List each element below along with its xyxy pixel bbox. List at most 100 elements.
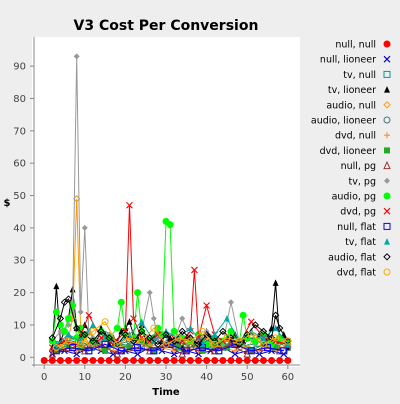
y-tick-label: 80 <box>13 94 26 105</box>
series-dvd-flat-point <box>125 334 133 342</box>
legend-label: dvd, flat <box>337 268 377 279</box>
series-layer <box>40 53 292 365</box>
legend-marker <box>384 238 390 245</box>
legend-marker <box>383 207 391 215</box>
series-audio-flat-point <box>259 327 268 336</box>
series-audio-flat-point <box>154 340 162 349</box>
legend-marker <box>384 132 390 139</box>
series-audio-pg-point <box>239 311 247 319</box>
legend-label: dvd, pg <box>340 207 376 218</box>
series-null-null-point <box>284 357 292 365</box>
legend-marker <box>383 116 391 124</box>
series-tv-pg-point <box>81 224 88 231</box>
legend-item: tv, null <box>343 70 391 81</box>
series-null-null-point <box>227 357 235 365</box>
series-tv-flat-point <box>187 324 194 332</box>
y-tick-label: 10 <box>13 320 26 331</box>
series-null-flat-point <box>150 347 158 355</box>
legend-label: null, lioneer <box>320 55 376 66</box>
legend-item: tv, lioneer <box>328 85 390 96</box>
series-null-null-point <box>162 357 170 365</box>
legend-label: tv, pg <box>349 176 376 187</box>
series-null-flat-point <box>247 347 255 355</box>
series-audio-pg-point <box>52 308 60 316</box>
series-audio-flat-point <box>194 340 203 349</box>
series-tv-flat-point <box>89 321 96 328</box>
series-null-flat-point <box>134 344 142 352</box>
series-dvd-flat-line <box>56 320 288 349</box>
series-audio-pg-point <box>170 327 178 335</box>
legend-item: dvd, flat <box>337 268 391 279</box>
series-audio-pg-point <box>117 298 125 306</box>
series-audio-flat-point <box>219 327 227 336</box>
x-tick-label: 0 <box>41 372 47 383</box>
series-audio-flat-point <box>48 334 57 342</box>
x-tick-label: 50 <box>241 372 254 383</box>
series-tv-pg-point <box>150 315 157 322</box>
series-dvd-flat <box>52 318 292 352</box>
legend-label: null, pg <box>341 161 376 172</box>
series-null-null-point <box>170 357 178 365</box>
series-audio-flat-point <box>89 337 97 345</box>
series-null-null-point <box>65 357 73 365</box>
legend-item: audio, null <box>326 100 391 111</box>
series-audio-flat-point <box>267 334 276 342</box>
legend-label: dvd, lioneer <box>320 146 377 157</box>
legend-marker <box>383 70 391 78</box>
series-null-null-point <box>219 357 227 365</box>
legend-marker <box>383 101 391 109</box>
y-tick-label: 60 <box>13 159 26 170</box>
series-tv-flat-point <box>211 331 218 338</box>
series-null-null-point <box>178 357 186 365</box>
series-null-flat-point <box>117 347 125 355</box>
series-dvd-flat-point <box>199 327 207 335</box>
series-null-null-point <box>194 357 202 365</box>
series-null-null-point <box>268 357 276 365</box>
y-tick-label: 40 <box>13 223 26 234</box>
series-audio-flat-point <box>243 330 251 339</box>
chart-title: V3 Cost Per Conversion <box>74 18 259 34</box>
series-null-null-point <box>97 357 105 365</box>
series-null-null-point <box>40 357 48 365</box>
y-tick-label: 50 <box>13 191 26 202</box>
series-dvd-null-point <box>232 347 239 354</box>
series-dvd-flat-point <box>113 340 121 348</box>
legend-label: null, null <box>335 40 376 51</box>
series-null-flat-point <box>280 347 288 355</box>
series-dvd-flat-point <box>138 337 146 345</box>
series-audio-flat-point <box>137 327 146 336</box>
series-audio-flat-point <box>56 314 65 323</box>
series-null-flat-point <box>182 347 190 355</box>
series-null-null-point <box>243 357 251 365</box>
series-dvd-flat-point <box>259 340 267 348</box>
series-audio-flat-point <box>271 311 280 319</box>
series-tv-lioneer-point <box>272 279 279 286</box>
legend-marker <box>383 55 391 63</box>
series-audio-flat-point <box>81 330 89 339</box>
series-null-null-point <box>251 357 259 365</box>
series-null-flat-point <box>101 340 109 348</box>
series-null-null-point <box>154 357 162 365</box>
series-null-null <box>40 357 292 365</box>
series-null-null-point <box>276 357 284 365</box>
series-null-null-point <box>73 357 81 365</box>
series-null-lioneer-point <box>134 350 141 358</box>
series-dvd-lioneer-point <box>102 347 109 354</box>
series-null-lioneer-point <box>231 350 239 358</box>
series-audio-flat-point <box>60 298 69 307</box>
legend-item: null, lioneer <box>320 55 391 66</box>
series-dvd-flat-point <box>223 334 231 342</box>
legend-marker <box>383 268 391 276</box>
y-tick-label: 70 <box>13 126 26 137</box>
x-tick-label: 10 <box>78 372 91 383</box>
series-tv-flat-point <box>223 314 230 322</box>
series-audio-flat-point <box>227 334 235 342</box>
series-dvd-flat-point <box>247 331 255 339</box>
legend-label: audio, lioneer <box>311 116 376 127</box>
series-audio-flat-point <box>178 327 186 336</box>
legend-label: audio, flat <box>328 252 376 263</box>
series-null-null-point <box>56 357 64 365</box>
legend-item: dvd, lioneer <box>320 146 390 157</box>
